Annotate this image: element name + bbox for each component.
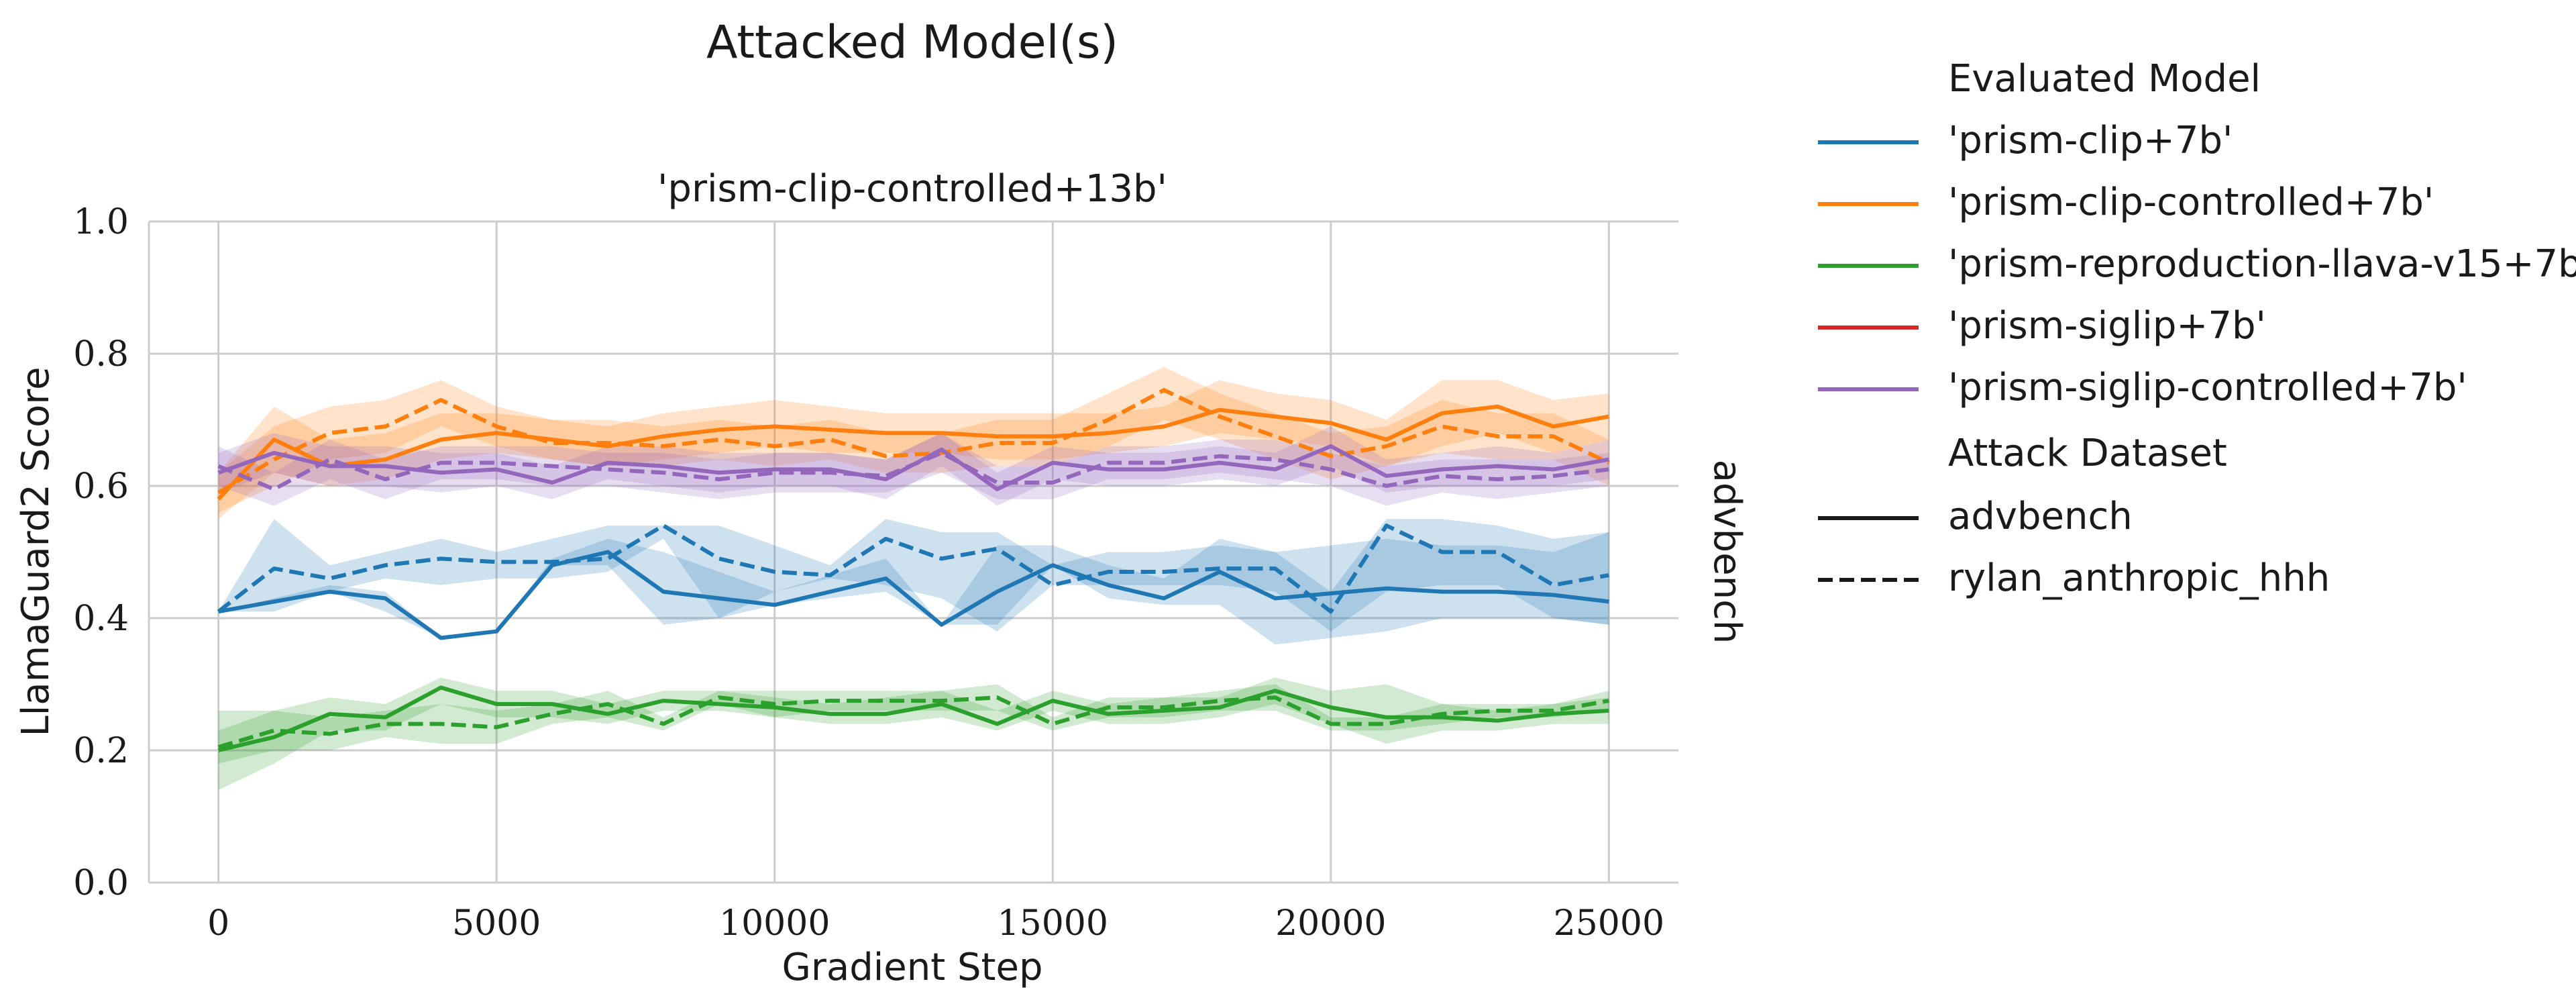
legend-entry-label: 'prism-siglip+7b' xyxy=(1948,304,2266,348)
series-line-7-hhh xyxy=(217,450,1609,491)
grid xyxy=(149,220,1678,884)
legend-style-title: Attack Dataset xyxy=(1948,432,2227,475)
confidence-band-5-hhh xyxy=(218,684,1609,764)
y-tick-label: 0.4 xyxy=(73,599,129,639)
legend-style-label: advbench xyxy=(1948,495,2133,538)
legend-entry-label: 'prism-clip-controlled+7b' xyxy=(1948,181,2434,224)
confidence-band-3-hhh xyxy=(218,366,1609,513)
y-tick-label: 0.6 xyxy=(73,466,129,507)
facet-title: 'prism-clip-controlled+13b' xyxy=(657,167,1167,211)
series-line-5-hhh xyxy=(217,695,1609,749)
legend-entry-label: 'prism-reproduction-llava-v15+7b' xyxy=(1948,242,2576,286)
x-tick-label: 25000 xyxy=(1554,903,1664,944)
confidence-bands xyxy=(218,366,1609,791)
x-tick-label: 0 xyxy=(207,903,229,944)
x-tick-label: 5000 xyxy=(452,903,541,944)
legend-hue-title: Evaluated Model xyxy=(1948,57,2261,101)
series-line-0-advbench xyxy=(218,550,1609,640)
figure-suptitle: Attacked Model(s) xyxy=(706,16,1118,69)
confidence-band-7-hhh xyxy=(218,433,1609,506)
legend-entry-label: 'prism-siglip-controlled+7b' xyxy=(1948,366,2467,409)
y-axis-label: LlamaGuard2 Score xyxy=(14,366,58,736)
y-tick-label: 1.0 xyxy=(73,202,129,242)
y-tick-label: 0.2 xyxy=(73,731,129,771)
legend-style-label: rylan_anthropic_hhh xyxy=(1948,556,2330,600)
x-tick-label: 15000 xyxy=(998,903,1108,944)
axes: 0.0 0.2 0.4 0.6 0.8 1.0 0 5000 10000 15000 20000 25… xyxy=(73,202,1678,944)
legend: Evaluated Model Attack Dataset 'prism-cl… xyxy=(1818,57,2576,600)
row-facet-label: advbench xyxy=(1705,460,1749,644)
x-tick-label: 20000 xyxy=(1275,903,1386,944)
x-tick-label: 10000 xyxy=(719,903,830,944)
confidence-band-1-hhh xyxy=(218,519,1609,632)
y-tick-label: 0.8 xyxy=(73,334,129,375)
legend-entry-label: 'prism-clip+7b' xyxy=(1948,119,2233,162)
x-axis-label: Gradient Step xyxy=(782,946,1042,989)
series-lines xyxy=(217,388,1610,752)
series-line-4-advbench xyxy=(217,685,1609,752)
series-line-1-hhh xyxy=(217,523,1609,614)
series-line-2-advbench xyxy=(217,404,1609,501)
y-tick-label: 0.0 xyxy=(73,863,129,903)
